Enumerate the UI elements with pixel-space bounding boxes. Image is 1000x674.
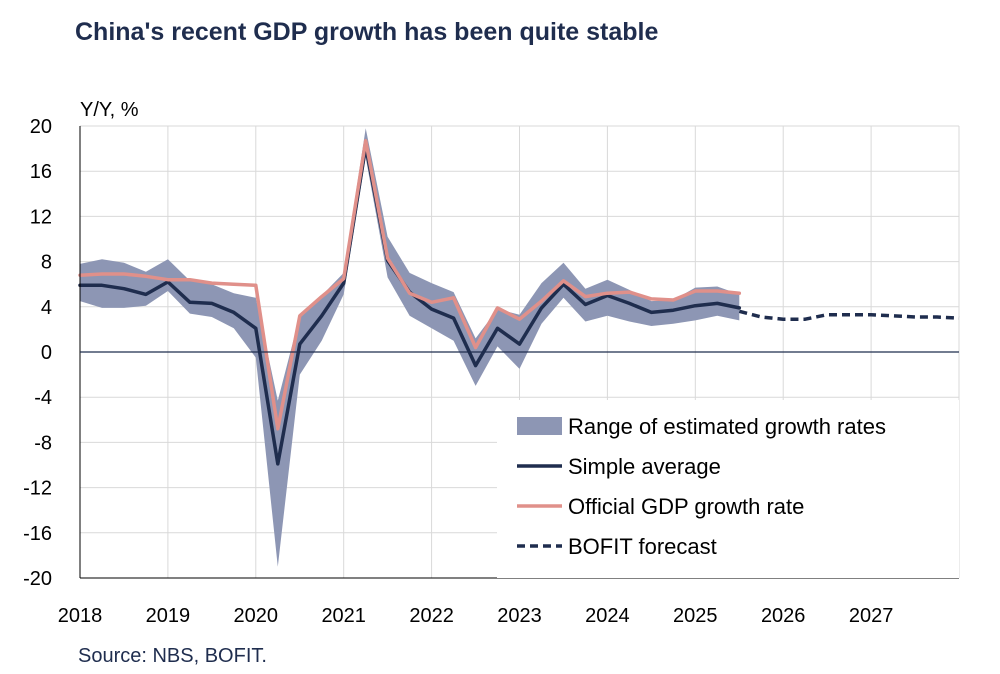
chart-source: Source: NBS, BOFIT. <box>78 645 267 667</box>
y-tick-label: 0 <box>41 342 52 364</box>
bofit-forecast-line <box>738 309 960 321</box>
legend-label: Simple average <box>568 454 721 479</box>
x-tick-label: 2026 <box>761 605 806 627</box>
y-tick-label: -12 <box>23 478 52 500</box>
legend-label: Official GDP growth rate <box>568 494 804 519</box>
x-tick-label: 2020 <box>234 605 279 627</box>
official-gdp-line <box>78 138 742 431</box>
y-tick-label: 4 <box>41 297 52 319</box>
x-tick-label: 2018 <box>58 605 103 627</box>
y-axis-label: Y/Y, % <box>80 99 139 121</box>
tick-labels-group: -20 -16 -12 -8 -4 0 4 8 12 16 20 2018 2019 2020 2021 20… <box>23 99 893 627</box>
x-tick-label: 2027 <box>849 605 894 627</box>
series-lines-group <box>78 138 960 466</box>
legend-label: Range of estimated growth rates <box>568 414 886 439</box>
x-tick-label: 2022 <box>409 605 454 627</box>
legend-swatch-band <box>517 417 562 435</box>
y-tick-label: 16 <box>30 161 52 183</box>
x-tick-label: 2021 <box>321 605 366 627</box>
y-tick-label: 8 <box>41 252 52 274</box>
y-tick-label: -20 <box>23 568 52 590</box>
y-tick-label: 20 <box>30 116 52 138</box>
legend-background <box>497 400 959 578</box>
y-tick-label: 12 <box>30 206 52 228</box>
y-tick-label: -8 <box>34 432 52 454</box>
legend: Range of estimated growth rates Simple av… <box>497 400 959 578</box>
chart-title: China's recent GDP growth has been quite… <box>75 18 659 46</box>
x-tick-label: 2019 <box>146 605 191 627</box>
x-tick-label: 2025 <box>673 605 718 627</box>
y-tick-label: -16 <box>23 523 52 545</box>
x-tick-label: 2023 <box>497 605 542 627</box>
x-tick-label: 2024 <box>585 605 630 627</box>
legend-label: BOFIT forecast <box>568 534 717 559</box>
y-tick-label: -4 <box>34 387 52 409</box>
